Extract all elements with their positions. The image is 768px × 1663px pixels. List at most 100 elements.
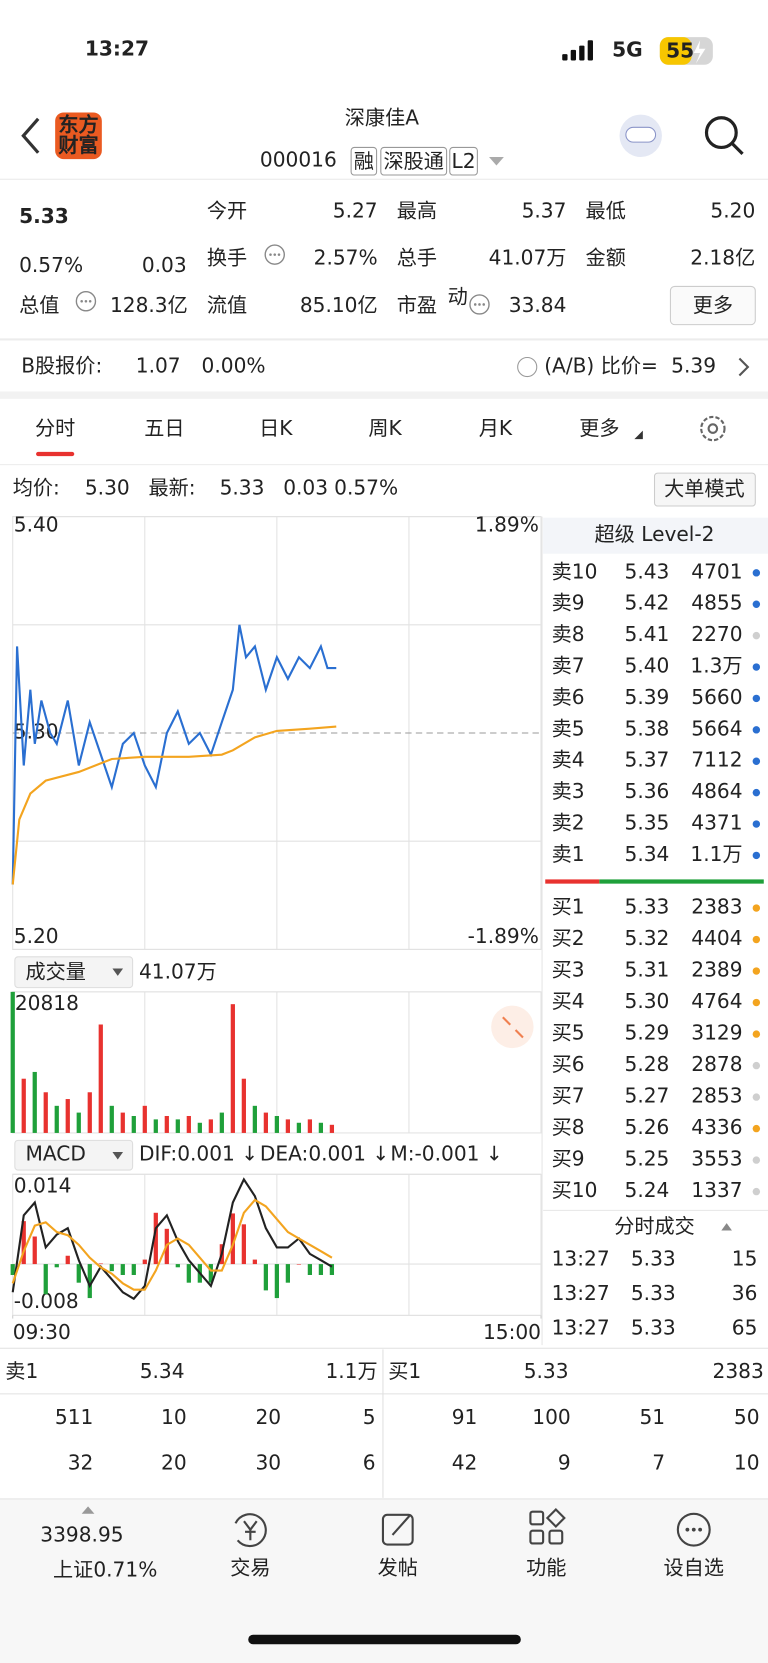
- macd-bar: [54, 1264, 59, 1268]
- field-label: 今开: [207, 199, 247, 223]
- volume-total: 41.07万: [139, 959, 217, 983]
- tab[interactable]: 日K: [259, 416, 293, 440]
- legend-entry: DEA:0.001 ↓: [260, 1142, 389, 1166]
- tab[interactable]: 周K: [368, 416, 402, 440]
- order-book-header: [543, 517, 768, 554]
- order-book-title: 超级 Level-2: [595, 522, 715, 546]
- level-dot: [752, 569, 761, 577]
- ticks-title: 分时成交: [614, 1214, 695, 1238]
- level-dot: [752, 1093, 761, 1101]
- level-volume: 4404: [691, 926, 742, 950]
- tick-volume: 65: [732, 1316, 758, 1340]
- expand-icon[interactable]: [491, 1005, 534, 1049]
- index-name[interactable]: 上证: [53, 1558, 93, 1582]
- macd-bar: [252, 1259, 257, 1265]
- level-volume: 2383: [691, 895, 742, 919]
- trade-icon: [234, 1513, 267, 1548]
- macd-bar: [32, 1236, 37, 1265]
- nav-item[interactable]: 发帖: [378, 1555, 418, 1579]
- mode-button-text[interactable]: 大单模式: [664, 477, 745, 501]
- tab[interactable]: 月K: [479, 416, 513, 440]
- volume-bar: [186, 1115, 191, 1133]
- bid-queue-order: 10: [734, 1450, 760, 1474]
- bid-queue-order: 42: [452, 1450, 478, 1474]
- tab-more-arrow: [634, 430, 643, 440]
- change-pct: 0.57%: [19, 253, 83, 277]
- level-volume: 2853: [691, 1084, 742, 1108]
- tab[interactable]: 分时: [35, 416, 75, 440]
- level-dot: [752, 631, 761, 640]
- level-dot: [752, 726, 761, 734]
- collapse-arrow: [721, 1223, 732, 1231]
- level-label: 买6: [552, 1052, 585, 1076]
- macd-bar: [263, 1264, 268, 1291]
- nav-item[interactable]: 设自选: [664, 1555, 724, 1579]
- level-dot: [752, 904, 761, 912]
- charging-bolt: [693, 40, 706, 64]
- level-label: 买9: [552, 1147, 585, 1171]
- tick-price: 5.33: [631, 1316, 676, 1340]
- index-value[interactable]: 3398.95: [40, 1523, 123, 1547]
- field-value: 2.57%: [314, 245, 378, 269]
- level-price: 5.36: [625, 779, 670, 803]
- y2-tick-label: 1.89%: [475, 513, 539, 537]
- series-line: [11, 1198, 333, 1291]
- level-volume: 3553: [691, 1147, 742, 1171]
- level-label: 卖3: [552, 779, 585, 803]
- tick-price: 5.33: [631, 1281, 676, 1305]
- more-button-text[interactable]: 更多: [693, 293, 733, 317]
- level-label: 买1: [552, 895, 585, 919]
- field-label: 总值: [19, 293, 59, 317]
- series-line: [11, 1177, 333, 1301]
- level-dot: [752, 851, 761, 860]
- tick-price: 5.33: [631, 1247, 676, 1271]
- change: 0.03: [142, 253, 187, 277]
- level-label: 卖7: [552, 654, 585, 678]
- macd-selector[interactable]: MACD: [25, 1142, 85, 1166]
- volume-bar: [197, 1122, 202, 1133]
- tick-volume: 15: [732, 1247, 758, 1271]
- back-button[interactable]: [21, 117, 40, 154]
- logo-text: 东方: [58, 113, 98, 137]
- level-label: 卖5: [552, 716, 585, 740]
- tab[interactable]: 五日: [144, 416, 184, 440]
- index-change[interactable]: 0.71%: [93, 1558, 157, 1582]
- level-price: 5.33: [625, 895, 670, 919]
- field-label: 最高: [397, 199, 437, 223]
- info-dot: [478, 303, 481, 306]
- info-icon: [469, 294, 490, 315]
- ask-queue-order: 30: [255, 1450, 281, 1474]
- level-volume: 5660: [691, 685, 742, 709]
- level-volume: 1337: [691, 1178, 742, 1202]
- level-price: 5.24: [625, 1178, 670, 1202]
- volume-bar: [54, 1105, 59, 1133]
- level-dot: [752, 1124, 761, 1133]
- info-dot: [277, 253, 281, 256]
- level-label: 卖9: [552, 591, 585, 615]
- search-icon[interactable]: [704, 116, 738, 150]
- volume-bar: [329, 1124, 335, 1133]
- volume-bar: [263, 1112, 268, 1133]
- tab[interactable]: 更多: [579, 416, 619, 440]
- index-arrow: [81, 1506, 95, 1514]
- macd-bar: [230, 1213, 235, 1265]
- selector-box: [14, 956, 134, 989]
- level-price: 5.34: [625, 842, 670, 866]
- ask-label: 卖1: [5, 1359, 38, 1383]
- info-dot: [273, 253, 277, 256]
- level-label: 买10: [552, 1178, 598, 1202]
- level-volume: 4764: [691, 989, 742, 1013]
- level-price: 5.32: [625, 926, 670, 950]
- volume-selector[interactable]: 成交量: [25, 959, 85, 983]
- settings-icon[interactable]: [700, 415, 726, 442]
- macd-bar: [65, 1255, 70, 1265]
- function-icon: [548, 1529, 564, 1545]
- tick-time: 13:27: [552, 1316, 610, 1340]
- volume-bar: [230, 1004, 235, 1133]
- nav-item[interactable]: 交易: [230, 1555, 270, 1579]
- nav-item[interactable]: 功能: [526, 1555, 566, 1579]
- volume-bar: [131, 1115, 136, 1133]
- y-tick-label: 5.20: [14, 924, 59, 948]
- ask-queue-order: 511: [55, 1405, 93, 1429]
